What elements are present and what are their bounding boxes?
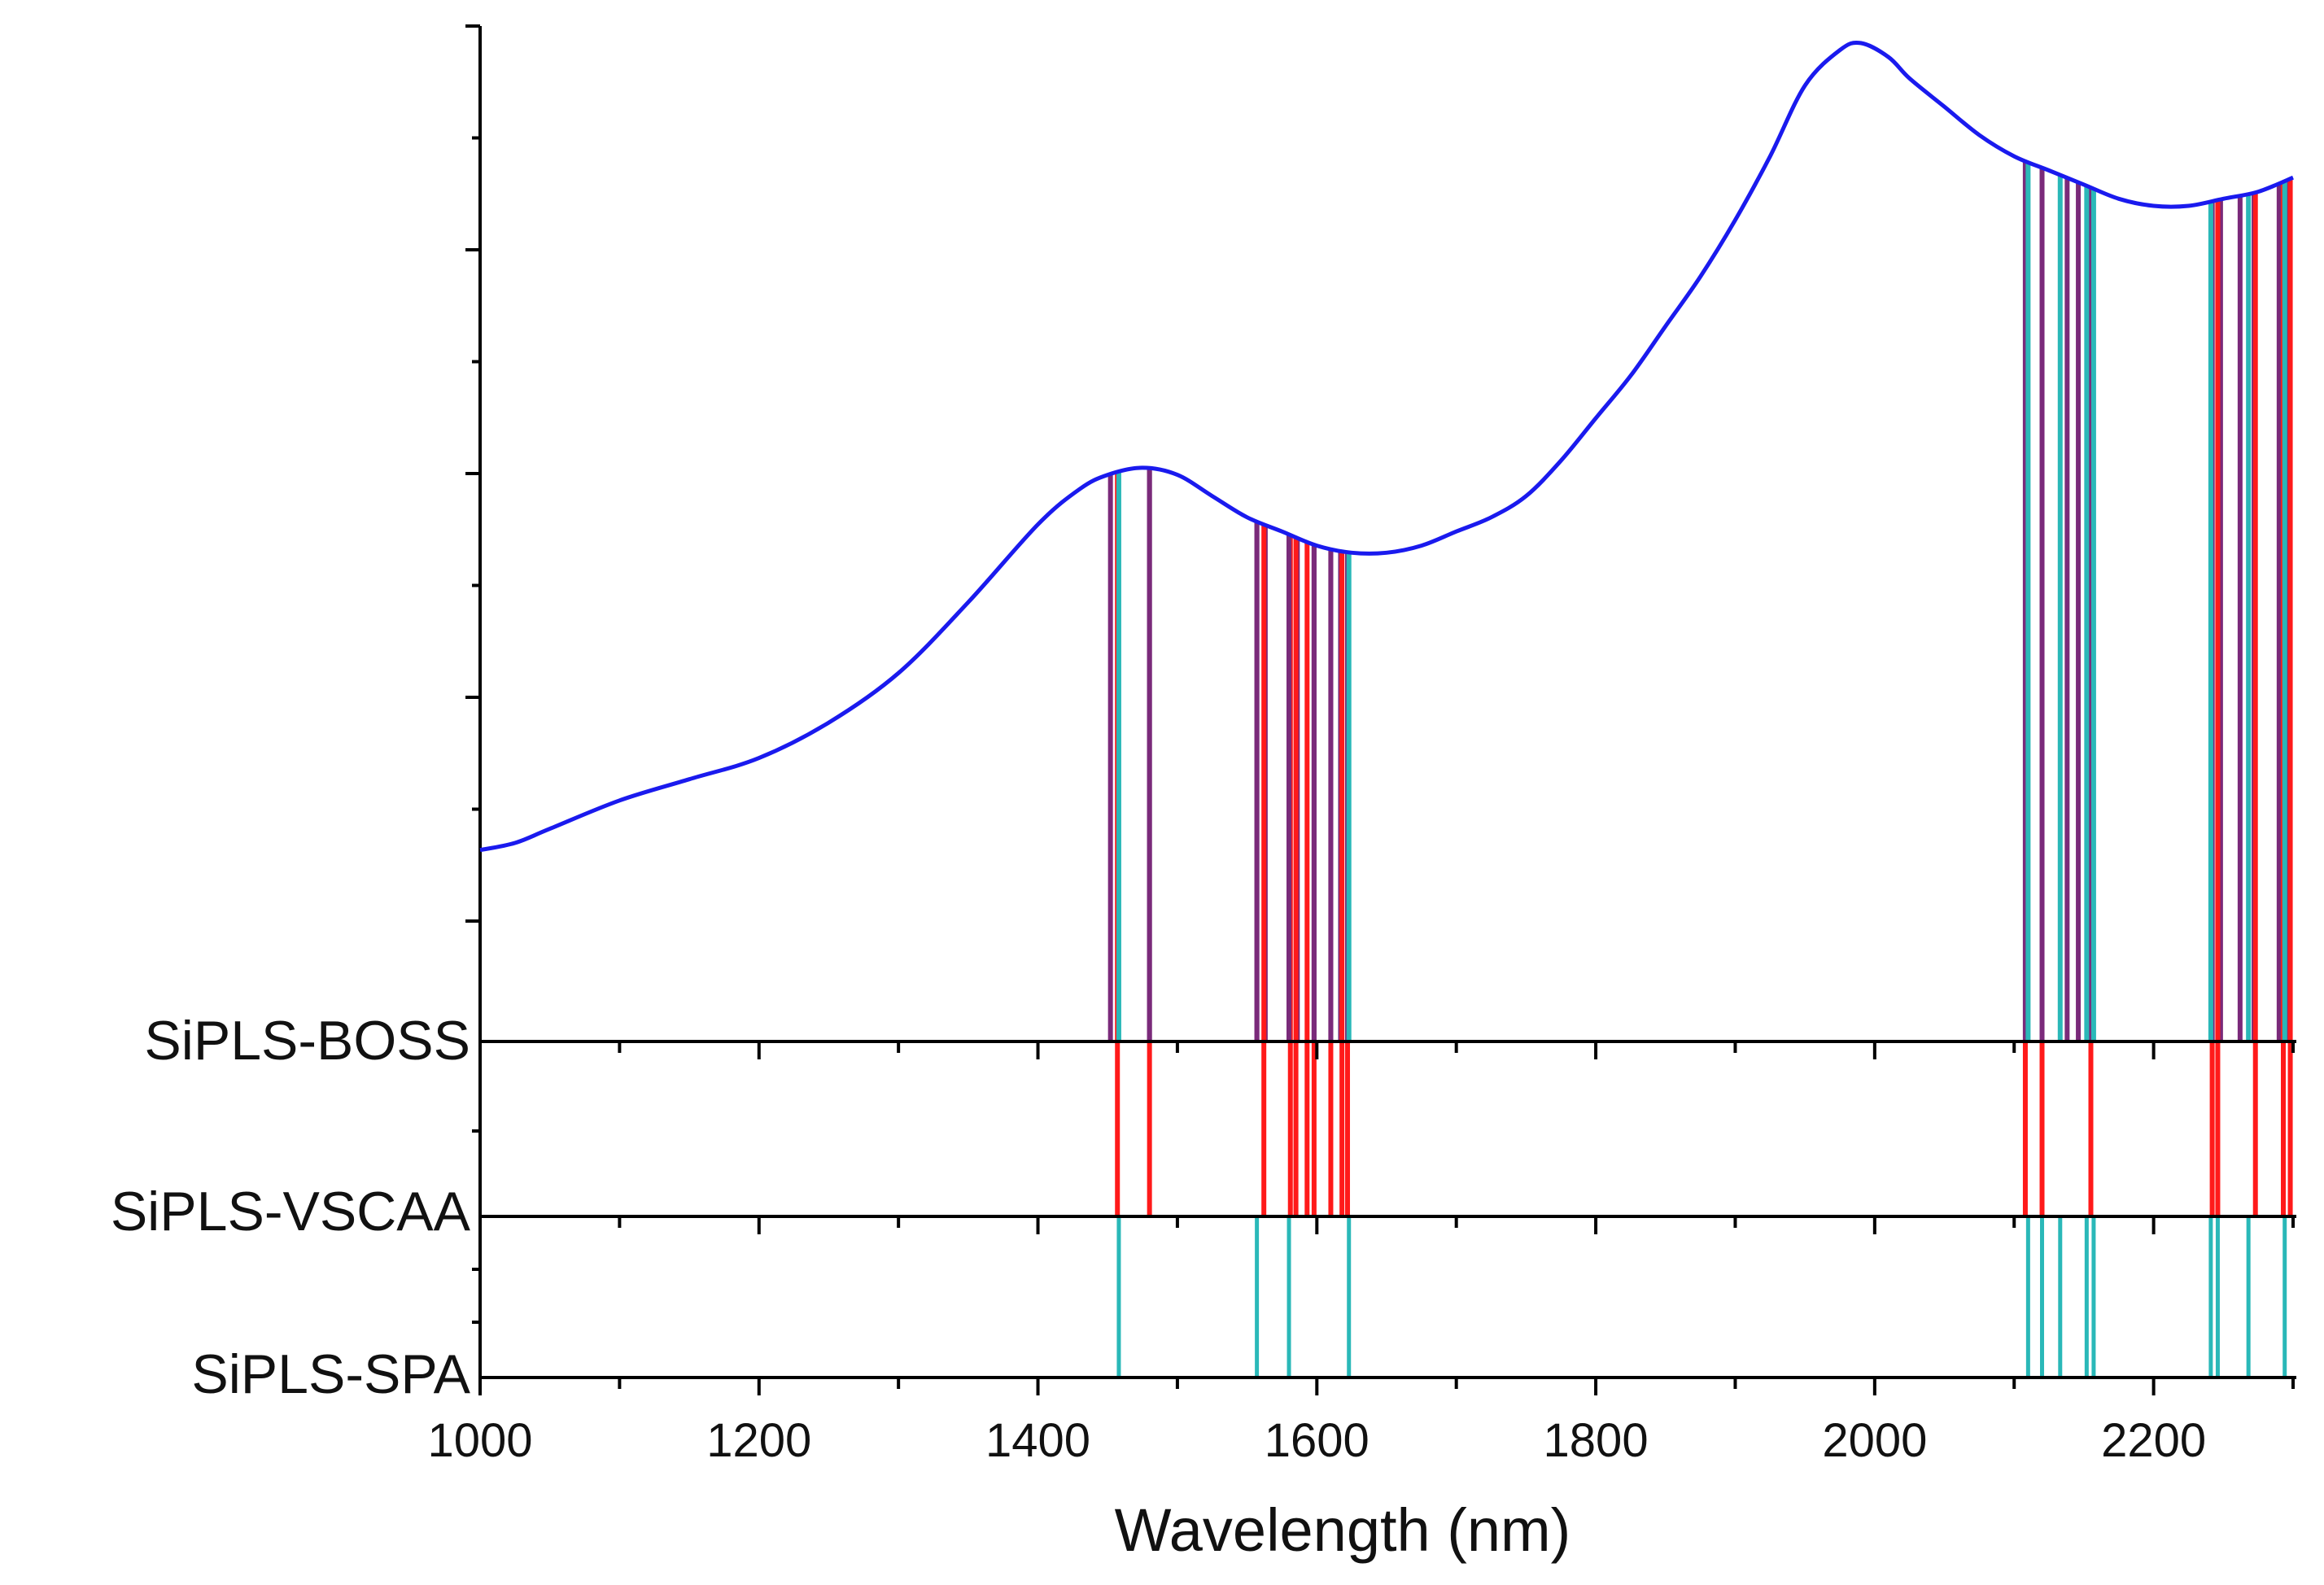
panel-label-sipls-boss: SiPLS-BOSS	[144, 1010, 470, 1072]
spectrum-line	[479, 40, 2294, 853]
axes-layer	[465, 24, 2296, 1395]
x-axis-title: Wavelength (nm)	[1115, 1496, 1571, 1564]
labels-layer: 1000 1200 1400 1600 1800 2000 2200 SiPLS-BOSS Si…	[111, 1010, 2206, 1467]
panel-label-sipls-spa: SiPLS-SPA	[191, 1343, 470, 1405]
x-tick-label: 2200	[2101, 1414, 2206, 1467]
x-tick-label: 1000	[427, 1414, 532, 1467]
x-tick-label: 1600	[1265, 1414, 1370, 1467]
x-tick-label: 1800	[1544, 1414, 1649, 1467]
x-tick-label: 2000	[1822, 1414, 1927, 1467]
x-tick-label: 1400	[985, 1414, 1090, 1467]
spectrum-layer	[479, 40, 2294, 853]
marker-layer	[1107, 160, 2293, 1378]
panel-label-sipls-vscaa: SiPLS-VSCAA	[111, 1181, 471, 1242]
x-tick-label: 1200	[706, 1414, 811, 1467]
